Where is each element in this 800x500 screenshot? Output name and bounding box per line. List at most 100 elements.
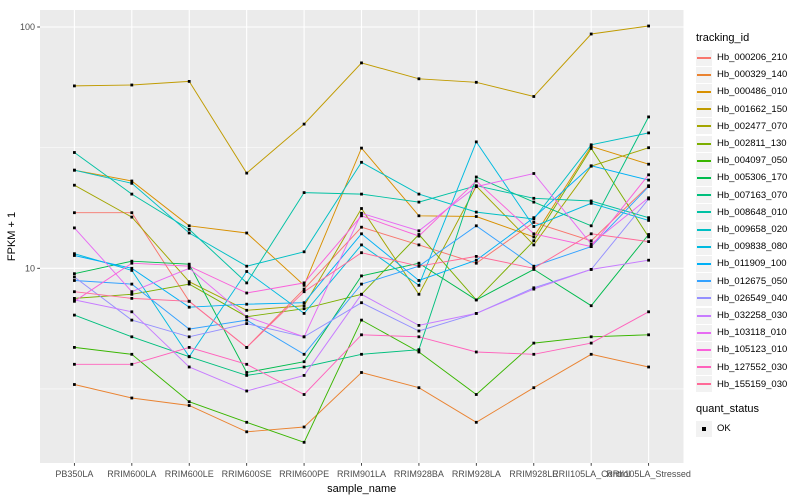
legend-key — [696, 341, 712, 358]
data-point — [73, 272, 76, 276]
legend-key — [696, 290, 712, 307]
legend-key — [696, 187, 712, 204]
data-point — [474, 175, 478, 179]
data-point — [589, 164, 593, 168]
data-point — [187, 264, 191, 268]
data-point — [532, 196, 536, 200]
data-point — [474, 393, 478, 396]
data-point — [474, 255, 478, 258]
data-point — [245, 302, 249, 306]
data-point — [187, 228, 191, 231]
legend-item-label: Hb_009838_080 — [717, 241, 788, 253]
legend-item-Hb_032258_030: Hb_032258_030 — [696, 307, 787, 324]
data-point — [532, 232, 536, 236]
data-point — [417, 243, 421, 247]
legend-key — [696, 66, 712, 83]
data-point — [130, 292, 134, 296]
data-point — [474, 80, 478, 84]
axis-tick-labels: 100 10 PB350LA RRIM600LA RRIM600LE RRIM600SE R… — [20, 22, 691, 479]
axis-ticks — [37, 26, 650, 466]
legend-item-Hb_007163_070: Hb_007163_070 — [696, 187, 787, 204]
data-point — [532, 216, 536, 220]
legend-item-Hb_001662_150: Hb_001662_150 — [696, 101, 787, 118]
legend-key — [696, 307, 712, 324]
data-point — [130, 290, 134, 294]
data-point — [589, 143, 593, 147]
data-point — [474, 258, 478, 262]
data-point — [360, 61, 363, 65]
data-point — [73, 313, 76, 317]
legend-item-Hb_011909_100: Hb_011909_100 — [696, 255, 787, 272]
line-swatch-icon — [697, 211, 711, 214]
data-point — [647, 219, 650, 222]
data-point — [647, 258, 650, 262]
legend-item-label: Hb_000486_010 — [717, 86, 788, 98]
line-swatch-icon — [697, 280, 711, 283]
data-point — [360, 292, 363, 296]
data-point — [302, 374, 306, 377]
data-point — [245, 371, 249, 374]
legend-item-Hb_000329_140: Hb_000329_140 — [696, 66, 787, 83]
data-point — [589, 304, 593, 308]
legend-item-Hb_103118_010: Hb_103118_010 — [696, 324, 787, 341]
data-point — [474, 298, 478, 302]
data-point — [589, 335, 593, 339]
data-point — [589, 32, 593, 36]
legend-key — [696, 204, 712, 221]
data-point — [417, 264, 421, 268]
line-swatch-icon — [697, 262, 711, 265]
data-point — [360, 192, 363, 196]
data-point — [245, 420, 249, 424]
data-point — [647, 185, 650, 188]
data-point — [417, 324, 421, 327]
data-point — [647, 365, 650, 369]
data-point — [130, 83, 134, 87]
data-point — [130, 259, 134, 263]
legend-key — [696, 324, 712, 341]
data-point — [647, 233, 650, 236]
line-swatch-icon — [697, 90, 711, 93]
legend-item-Hb_004097_050: Hb_004097_050 — [696, 152, 787, 169]
data-point — [360, 301, 363, 305]
line-swatch-icon — [697, 348, 711, 351]
data-point — [474, 420, 478, 424]
data-point — [130, 362, 134, 366]
legend-item-Hb_000486_010: Hb_000486_010 — [696, 83, 787, 100]
quant-ok-key — [696, 420, 712, 437]
data-point — [245, 231, 249, 235]
line-swatch-icon — [697, 331, 711, 334]
data-point — [532, 341, 536, 345]
data-point — [245, 430, 249, 434]
data-point — [589, 268, 593, 271]
data-point — [302, 290, 306, 294]
legend-key — [696, 376, 712, 393]
legend-item-label: Hb_005306_170 — [717, 172, 788, 184]
line-swatch-icon — [697, 142, 711, 145]
data-point — [187, 299, 191, 303]
data-point — [130, 211, 134, 215]
data-point — [474, 350, 478, 354]
x-tick-label: RRII105LA_Control — [552, 469, 630, 479]
data-points — [73, 24, 650, 444]
data-point — [73, 279, 76, 282]
data-point — [360, 371, 363, 374]
line-swatch-icon — [697, 297, 711, 300]
data-point — [417, 350, 421, 354]
legend-item-label: Hb_008648_010 — [717, 206, 788, 218]
data-point — [360, 282, 363, 286]
data-point — [589, 147, 593, 150]
legend-key — [696, 273, 712, 290]
data-point — [647, 240, 650, 243]
data-point — [245, 171, 249, 175]
data-point — [589, 224, 593, 228]
data-point — [130, 282, 134, 286]
data-point — [302, 312, 306, 315]
data-point — [417, 348, 421, 352]
data-point — [73, 168, 76, 172]
data-point — [532, 221, 536, 224]
data-point — [417, 335, 421, 339]
data-point — [647, 162, 650, 166]
data-point — [360, 160, 363, 164]
data-point — [474, 140, 478, 144]
x-axis-title: sample_name — [327, 483, 396, 495]
